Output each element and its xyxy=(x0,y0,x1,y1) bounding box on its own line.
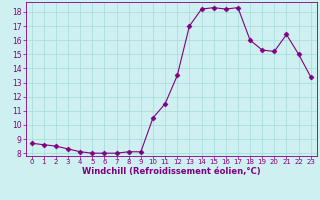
X-axis label: Windchill (Refroidissement éolien,°C): Windchill (Refroidissement éolien,°C) xyxy=(82,167,260,176)
